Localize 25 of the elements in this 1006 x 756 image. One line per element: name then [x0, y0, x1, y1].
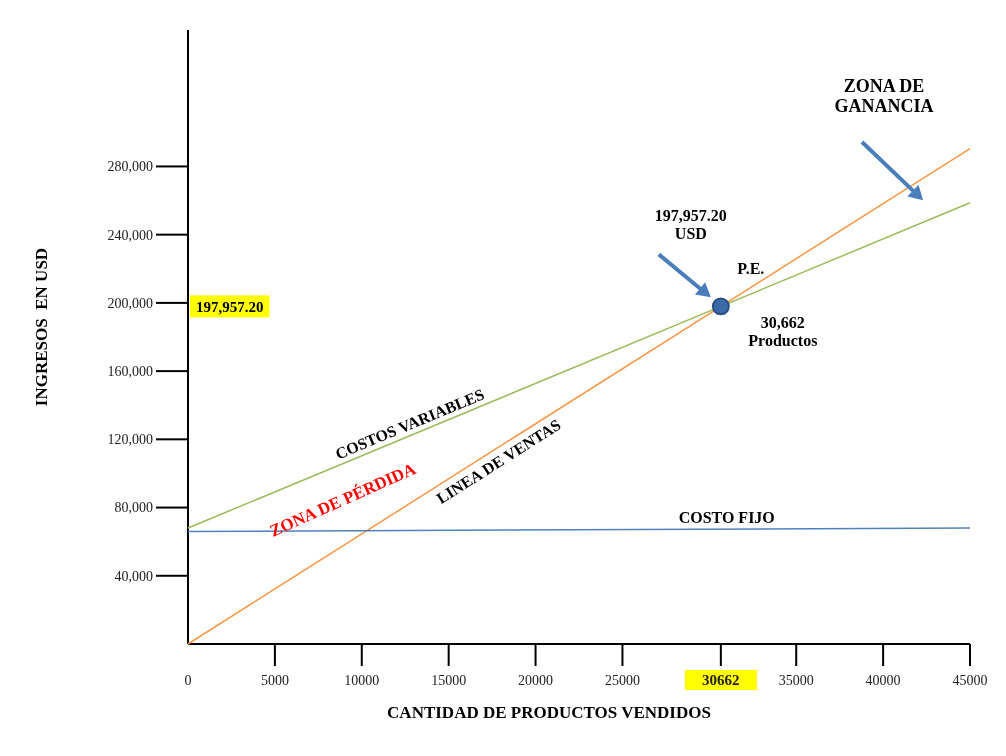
x-tick-label: 45000 [952, 673, 988, 688]
x-tick-label: 10000 [344, 673, 380, 688]
y-tick-label: 160,000 [107, 364, 153, 380]
annotation: ZONA DE GANANCIA [834, 76, 934, 116]
y-tick-label: 120,000 [107, 432, 153, 448]
x-tick-label: 30662 [702, 672, 740, 688]
x-tick-label: 25000 [604, 673, 640, 688]
x-tick-label: 15000 [431, 673, 467, 688]
x-tick-label: 35000 [778, 673, 814, 688]
annotation: 197,957.20 USD [654, 207, 727, 242]
x-tick-label: 0 [184, 673, 192, 688]
series-label: COSTO FIJO [678, 508, 775, 526]
x-tick-label: 5000 [260, 673, 289, 688]
y-tick-label: 80,000 [114, 500, 153, 516]
y-tick-label: 240,000 [107, 227, 153, 243]
x-axis-title: CANTIDAD DE PRODUCTOS VENDIDOS [387, 703, 711, 722]
y-axis-title: INGRESOS EN USD [32, 247, 51, 407]
annotation: P.E. [737, 260, 765, 278]
annotation: 30,662 Productos [748, 314, 818, 349]
y-tick-label: 200,000 [107, 295, 153, 311]
x-tick-label: 20000 [518, 673, 554, 688]
y-tick-label: 280,000 [107, 159, 153, 175]
x-tick-label: 40000 [865, 673, 901, 688]
annotation: 197,957.20 [196, 298, 264, 315]
y-tick-label: 40,000 [114, 568, 153, 584]
